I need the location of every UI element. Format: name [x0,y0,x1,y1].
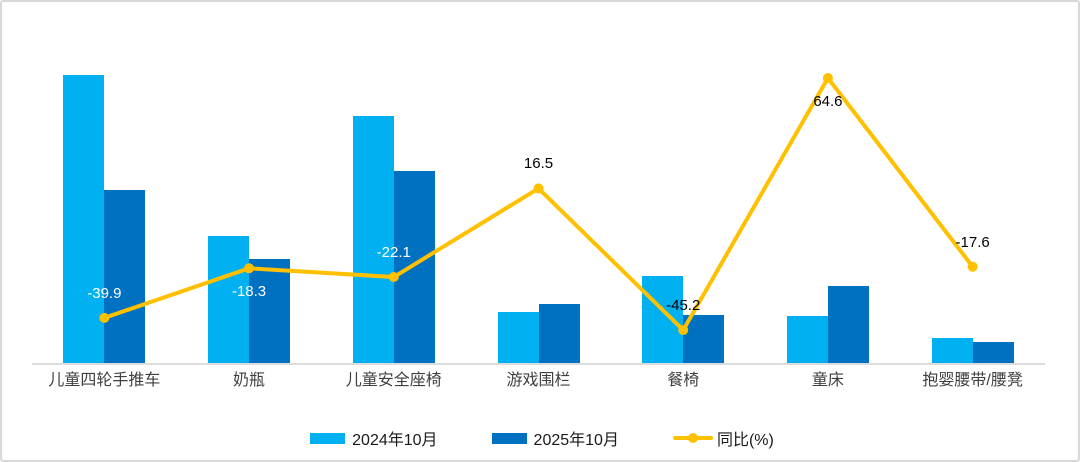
yoy-data-label: -17.6 [955,233,990,251]
legend-label-2025-oct: 2025年10月 [533,432,619,449]
bar-2025-oct-4 [683,315,725,363]
category-label: 游戏围栏 [506,372,571,389]
legend-item-yoy: 同比(%) [672,426,774,450]
yoy-data-label: -39.9 [87,284,122,302]
legend-line-swatch-icon [672,433,713,444]
yoy-data-label: 64.6 [813,93,843,111]
category-label: 儿童四轮手推车 [48,372,161,389]
yoy-point [678,325,689,336]
bar-2024-oct-2 [352,115,394,363]
yoy-point [99,312,110,323]
category-label: 餐椅 [667,372,700,389]
bar-2024-oct-1 [208,236,250,363]
bar-2025-oct-6 [972,342,1014,363]
yoy-data-label: -22.1 [376,244,411,262]
legend-swatch-2025-oct [491,432,527,444]
bar-2024-oct-0 [63,75,105,363]
legend-label-yoy: 同比(%) [716,432,774,449]
yoy-point [967,261,978,272]
legend-item-2024-oct: 2024年10月 [310,426,438,450]
yoy-point [388,272,399,283]
legend-swatch-2024-oct [310,432,346,444]
bar-2025-oct-0 [104,189,146,363]
bar-2024-oct-3 [497,312,539,363]
bar-2025-oct-1 [249,259,291,363]
bar-2024-oct-5 [786,316,828,363]
x-axis-line [32,363,1045,365]
yoy-data-label: 16.5 [523,155,554,173]
yoy-point [533,183,544,194]
category-label: 抱婴腰带/腰凳 [922,372,1023,389]
legend: 2024年10月 2025年10月 同比(%) [2,426,1078,450]
yoy-point [244,263,255,274]
legend-item-2025-oct: 2025年10月 [491,426,619,450]
legend-label-2024-oct: 2024年10月 [352,432,438,449]
yoy-point [822,73,833,84]
category-label: 奶瓶 [233,372,266,389]
bar-2025-oct-3 [538,303,580,363]
bar-2024-oct-6 [931,337,973,363]
bar-2024-oct-4 [642,276,684,363]
bar-2025-oct-5 [827,285,869,363]
yoy-data-label: -45.2 [666,297,701,315]
yoy-data-label: -18.3 [231,283,267,301]
category-label: 童床 [811,372,844,389]
category-label: 儿童安全座椅 [345,372,442,389]
